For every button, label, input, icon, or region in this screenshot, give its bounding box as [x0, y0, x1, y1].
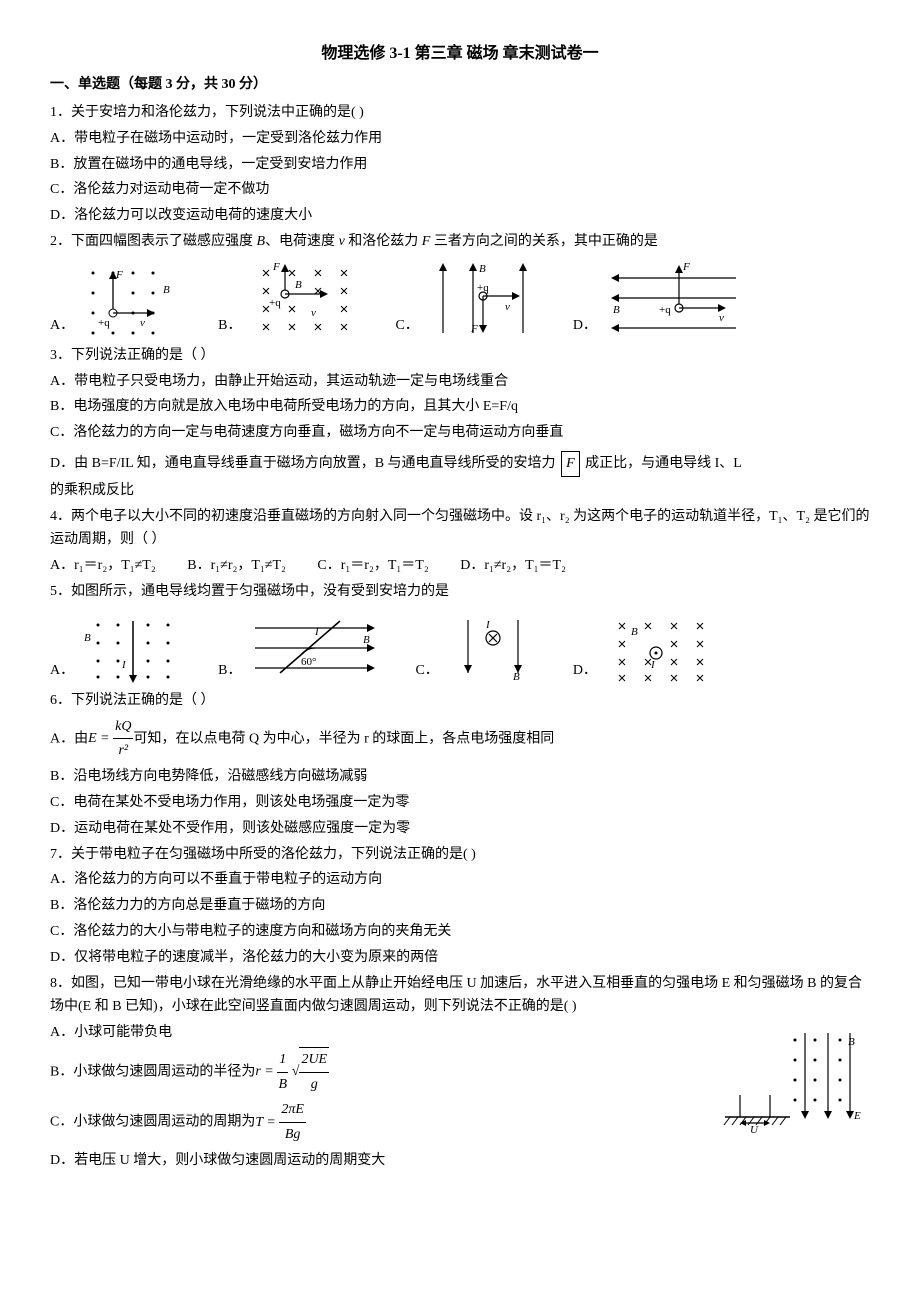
q8-B-formula: r = 1B √2UEg — [255, 1064, 329, 1079]
q7-optC: C．洛伦兹力的大小与带电粒子的速度方向和磁场方向的夹角无关 — [50, 920, 870, 944]
q5-labelA: A． — [50, 659, 74, 683]
q4-optD: D．r₁≠r₂，T₁＝T₂ — [460, 558, 566, 573]
section-header: 一、单选题（每题 3 分，共 30 分） — [50, 73, 870, 97]
svg-text:v: v — [311, 307, 316, 319]
svg-text:I: I — [485, 619, 491, 631]
q5-optD: D． B I — [573, 613, 711, 683]
q6-optA: A．由E = kQr²可知，在以点电荷 Q 为中心，半径为 r 的球面上，各点电… — [50, 715, 870, 764]
q5-labelD: D． — [573, 659, 597, 683]
q5-labelB: B． — [218, 659, 241, 683]
svg-text:v: v — [719, 312, 724, 324]
q2-figA: B F +q v — [78, 258, 188, 338]
q7-optA: A．洛伦兹力的方向可以不垂直于带电粒子的运动方向 — [50, 868, 870, 892]
q5-labelC: C． — [415, 659, 438, 683]
q3-optC: C．洛伦兹力的方向一定与电荷速度方向垂直，磁场方向不一定与电荷运动方向垂直 — [50, 421, 870, 445]
q3-stem: 3．下列说法正确的是（ ） — [50, 344, 870, 368]
svg-text:+q: +q — [269, 297, 281, 309]
svg-text:60°: 60° — [301, 656, 316, 668]
svg-text:B: B — [479, 263, 486, 275]
svg-text:B: B — [163, 284, 170, 296]
svg-text:F: F — [682, 261, 690, 273]
svg-text:B: B — [613, 304, 620, 316]
q3-F-box: F — [561, 451, 580, 477]
q5-stem: 5．如图所示，通电导线均置于匀强磁场中，没有受到安培力的是 — [50, 580, 870, 604]
svg-text:F: F — [115, 269, 123, 281]
q8-C-formula: T = 2πEBg — [255, 1115, 306, 1130]
q3-D-part1: D．由 B=F/IL 知，通电直导线垂直于磁场方向放置，B 与通电直导线所受的安… — [50, 456, 559, 471]
q2-labelD: D． — [573, 314, 597, 338]
q6-optC: C．电荷在某处不受电场力作用，则该处电场强度一定为零 — [50, 791, 870, 815]
q6-stem: 6．下列说法正确的是（ ） — [50, 689, 870, 713]
svg-text:v: v — [140, 317, 145, 329]
q1-optA: A．带电粒子在磁场中运动时，一定受到洛伦兹力作用 — [50, 127, 870, 151]
svg-text:F: F — [272, 261, 280, 273]
svg-text:B: B — [84, 632, 91, 644]
svg-text:I: I — [650, 659, 656, 671]
svg-text:I: I — [121, 659, 127, 671]
q2-labelB: B． — [218, 314, 241, 338]
q5-optA: A． B I — [50, 613, 188, 683]
svg-text:v: v — [505, 301, 510, 313]
svg-text:B: B — [363, 634, 370, 646]
q8-B-part1: B．小球做匀速圆周运动的半径为 — [50, 1064, 255, 1079]
q1-stem: 1．关于安培力和洛伦兹力，下列说法中正确的是( ) — [50, 101, 870, 125]
q2-labelC: C． — [395, 314, 418, 338]
q3-D-part2: 成正比，与通电导线 I、L — [582, 456, 742, 471]
q7-optD: D．仅将带电粒子的速度减半，洛伦兹力的大小变为原来的两倍 — [50, 946, 870, 970]
q6-A-formula: E = kQr² — [88, 731, 133, 746]
q4-optC: C．r₁＝r₂，T₁＝T₂ — [317, 558, 428, 573]
page-title: 物理选修 3-1 第三章 磁场 章末测试卷一 — [50, 40, 870, 67]
svg-text:B: B — [631, 626, 638, 638]
q4-optB: B．r₁≠r₂，T₁≠T₂ — [187, 558, 286, 573]
q1-optC: C．洛伦兹力对运动电荷一定不做功 — [50, 178, 870, 202]
q5-optC: C． B I — [415, 608, 542, 683]
svg-text:B: B — [848, 1036, 855, 1048]
q2-optB: B． F B +q — [218, 258, 365, 338]
svg-text:F: F — [470, 323, 478, 335]
q2-figD: B F +q v — [601, 258, 741, 338]
q2-optD: D． B F +q v — [573, 258, 741, 338]
q8-figure: B E U — [720, 1025, 870, 1135]
svg-text:+q: +q — [659, 304, 671, 316]
q3-optD: D．由 B=F/IL 知，通电直导线垂直于磁场方向放置，B 与通电直导线所受的安… — [50, 451, 870, 477]
svg-text:B: B — [513, 671, 520, 683]
q2-optA: A． B F +q v — [50, 258, 188, 338]
q2-optC: C． B +q v F — [395, 258, 542, 338]
q5-figC: B I — [443, 608, 543, 683]
svg-text:+q: +q — [477, 282, 489, 294]
q2-figB: F B +q v — [245, 258, 365, 338]
q5-figB: B I 60° — [245, 613, 385, 683]
q4-optA: A．r₁＝r₂，T₁≠T₂ — [50, 558, 156, 573]
q7-optB: B．洛伦兹力力的方向总是垂直于磁场的方向 — [50, 894, 870, 918]
q2-labelA: A． — [50, 314, 74, 338]
q1-optB: B．放置在磁场中的通电导线，一定受到安培力作用 — [50, 153, 870, 177]
q7-stem: 7．关于带电粒子在匀强磁场中所受的洛伦兹力，下列说法正确的是( ) — [50, 843, 870, 867]
q5-figD: B I — [601, 613, 711, 683]
q3-D-part3: 的乘积成反比 — [50, 479, 870, 503]
q8-stem: 8．如图，已知一带电小球在光滑绝缘的水平面上从静止开始经电压 U 加速后，水平进… — [50, 972, 870, 1020]
svg-text:+q: +q — [98, 317, 110, 329]
q4-options: A．r₁＝r₂，T₁≠T₂ B．r₁≠r₂，T₁≠T₂ C．r₁＝r₂，T₁＝T… — [50, 554, 870, 578]
q6-optB: B．沿电场线方向电势降低，沿磁感线方向磁场减弱 — [50, 765, 870, 789]
q2-figures: A． B F +q v — [50, 258, 870, 338]
q6-A-part1: A．由 — [50, 731, 88, 746]
q5-optB: B． B I 60° — [218, 613, 385, 683]
q3-optB: B．电场强度的方向就是放入电场中电荷所受电场力的方向，且其大小 E=F/q — [50, 395, 870, 419]
svg-text:E: E — [853, 1110, 861, 1122]
q6-optD: D．运动电荷在某处不受作用，则该处磁感应强度一定为零 — [50, 817, 870, 841]
q5-figA: B I — [78, 613, 188, 683]
svg-text:U: U — [750, 1124, 759, 1135]
q4-stem: 4．两个电子以大小不同的初速度沿垂直磁场的方向射入同一个匀强磁场中。设 r₁、r… — [50, 505, 870, 553]
q2-figC: B +q v F — [423, 258, 543, 338]
svg-text:B: B — [295, 279, 302, 291]
q3-optA: A．带电粒子只受电场力，由静止开始运动，其运动轨迹一定与电场线重合 — [50, 370, 870, 394]
q2-stem: 2．下面四幅图表示了磁感应强度 B、电荷速度 v 和洛伦兹力 F 三者方向之间的… — [50, 230, 870, 254]
q6-A-part2: 可知，在以点电荷 Q 为中心，半径为 r 的球面上，各点电场强度相同 — [133, 731, 554, 746]
q8-optD: D．若电压 U 增大，则小球做匀速圆周运动的周期变大 — [50, 1149, 870, 1173]
q8-C-part1: C．小球做匀速圆周运动的周期为 — [50, 1115, 255, 1130]
q5-figures: A． B I B． B — [50, 608, 870, 683]
q1-optD: D．洛伦兹力可以改变运动电荷的速度大小 — [50, 204, 870, 228]
